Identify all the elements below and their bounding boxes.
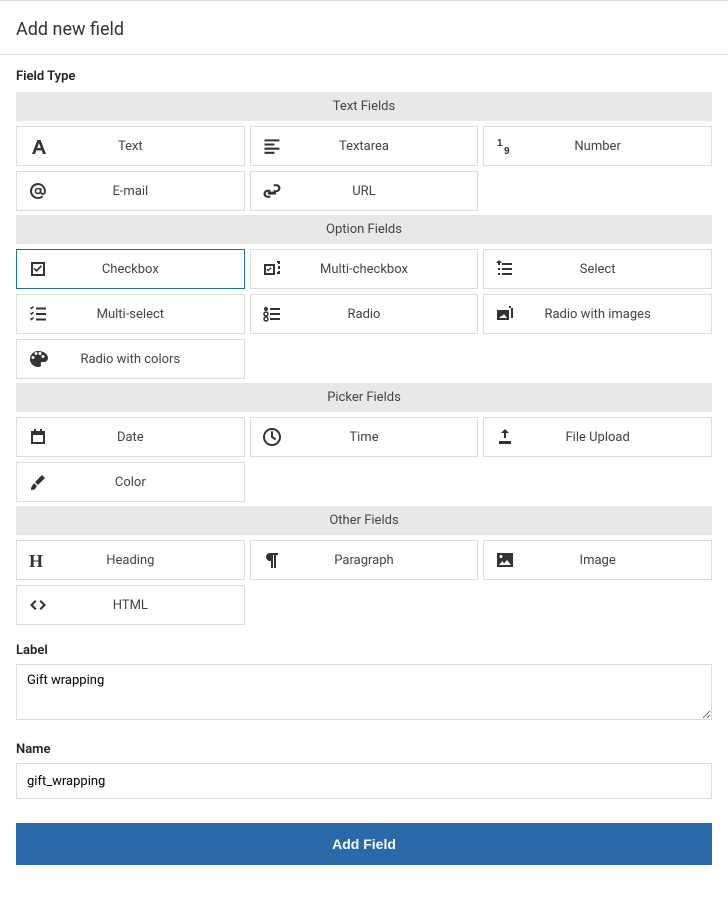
page-title: Add new field — [0, 1, 728, 55]
field-type-option-upload[interactable]: File Upload — [483, 417, 712, 457]
option-label: Heading — [59, 553, 244, 568]
field-type-option-date[interactable]: Date — [16, 417, 245, 457]
option-label: Color — [59, 475, 244, 490]
options-grid-option-fields: Checkbox Multi-checkbox Select Multi-select… — [16, 249, 712, 379]
name-field-label: Name — [16, 742, 712, 757]
field-type-option-html[interactable]: HTML — [16, 585, 245, 625]
option-label: File Upload — [526, 430, 711, 445]
calendar-icon — [17, 427, 59, 447]
label-input[interactable] — [16, 664, 712, 720]
list-radio-icon — [251, 304, 293, 324]
add-field-button[interactable]: Add Field — [16, 823, 712, 865]
option-label: Radio with colors — [59, 352, 244, 367]
group-header-text-fields: Text Fields — [16, 92, 712, 121]
image-icon — [484, 550, 526, 570]
option-label: Select — [526, 262, 711, 277]
group-header-option-fields: Option Fields — [16, 215, 712, 244]
link-icon — [251, 181, 293, 201]
images-icon — [484, 304, 526, 324]
field-type-option-text[interactable]: Text — [16, 126, 245, 166]
option-label: Radio with images — [526, 307, 711, 322]
option-label: Date — [59, 430, 244, 445]
field-type-option-paragraph[interactable]: Paragraph — [250, 540, 479, 580]
field-type-label: Field Type — [16, 69, 712, 84]
option-label: Multi-checkbox — [293, 262, 478, 277]
option-label: Radio — [293, 307, 478, 322]
check-squares-icon — [251, 259, 293, 279]
field-type-option-email[interactable]: E-mail — [16, 171, 245, 211]
field-type-option-textarea[interactable]: Textarea — [250, 126, 479, 166]
field-type-option-image[interactable]: Image — [483, 540, 712, 580]
options-grid-text-fields: Text Textarea Number E-mail URL — [16, 126, 712, 211]
option-label: Time — [293, 430, 478, 445]
option-label: Image — [526, 553, 711, 568]
clock-icon — [251, 427, 293, 447]
field-type-option-select[interactable]: Select — [483, 249, 712, 289]
field-type-option-radio-images[interactable]: Radio with images — [483, 294, 712, 334]
field-type-option-color[interactable]: Color — [16, 462, 245, 502]
option-label: URL — [293, 184, 478, 199]
align-left-icon — [251, 136, 293, 156]
field-type-option-multi-select[interactable]: Multi-select — [16, 294, 245, 334]
palette-icon — [17, 349, 59, 369]
option-label: HTML — [59, 598, 244, 613]
option-label: Textarea — [293, 139, 478, 154]
option-label: E-mail — [59, 184, 244, 199]
option-label: Multi-select — [59, 307, 244, 322]
at-icon — [17, 181, 59, 201]
options-grid-picker-fields: Date Time File Upload Color — [16, 417, 712, 502]
field-type-option-url[interactable]: URL — [250, 171, 479, 211]
brush-icon — [17, 472, 59, 492]
upload-icon — [484, 427, 526, 447]
group-header-other-fields: Other Fields — [16, 506, 712, 535]
name-input[interactable] — [16, 763, 712, 799]
field-type-option-radio[interactable]: Radio — [250, 294, 479, 334]
option-label: Checkbox — [59, 262, 244, 277]
code-icon — [17, 595, 59, 615]
field-type-option-number[interactable]: Number — [483, 126, 712, 166]
field-type-option-time[interactable]: Time — [250, 417, 479, 457]
pilcrow-icon — [251, 550, 293, 570]
option-label: Number — [526, 139, 711, 154]
field-type-option-multi-checkbox[interactable]: Multi-checkbox — [250, 249, 479, 289]
font-icon — [17, 136, 59, 156]
heading-icon — [17, 550, 59, 570]
options-grid-other-fields: Heading Paragraph Image HTML — [16, 540, 712, 625]
list-check-icon — [17, 304, 59, 324]
one-nine-icon — [484, 136, 526, 156]
field-type-option-radio-colors[interactable]: Radio with colors — [16, 339, 245, 379]
option-label: Text — [59, 139, 244, 154]
field-type-option-checkbox[interactable]: Checkbox — [16, 249, 245, 289]
check-square-icon — [17, 259, 59, 279]
dropdown-icon — [484, 259, 526, 279]
field-type-option-heading[interactable]: Heading — [16, 540, 245, 580]
label-field-label: Label — [16, 643, 712, 658]
option-label: Paragraph — [293, 553, 478, 568]
group-header-picker-fields: Picker Fields — [16, 383, 712, 412]
